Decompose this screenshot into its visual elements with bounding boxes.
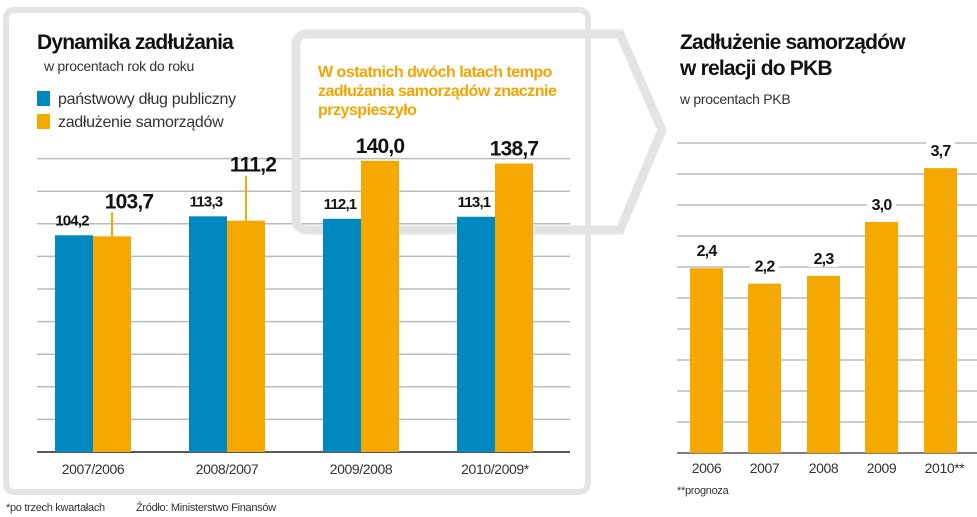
x-tick-label: 2008: [809, 460, 839, 476]
data-label: 2,2: [755, 259, 776, 276]
bar-pkb: [807, 275, 840, 453]
callout-line-2: zadłużania samorządów znacznie: [318, 83, 557, 100]
bar-samorzady: [361, 160, 399, 453]
right-chart-title-line-2: w relacji do PKB: [679, 57, 832, 80]
x-tick-label: 2010**: [925, 460, 966, 476]
label-background: [692, 237, 721, 260]
data-label: 103,7: [105, 190, 154, 213]
legend-label-orange: zadłużenie samorządów: [58, 114, 224, 131]
data-label: 138,7: [490, 138, 539, 161]
data-label: 104,2: [55, 212, 89, 229]
bar-pkb: [690, 268, 723, 453]
right-chart-subtitle: w procentach PKB: [679, 91, 790, 107]
data-label: 113,1: [458, 194, 491, 211]
callout-box: [291, 29, 667, 235]
data-label: 2,4: [697, 243, 718, 260]
callout-line-3: przyspieszyło: [318, 102, 417, 119]
bar-panstwowy: [457, 216, 495, 452]
data-label: 140,0: [356, 135, 405, 158]
data-label: 3,7: [931, 143, 952, 160]
x-tick-label: 2008/2007: [196, 461, 259, 477]
left-chart-subtitle: w procentach rok do roku: [43, 58, 194, 74]
bar-samorzady: [495, 163, 533, 452]
right-chart-title-line-1: Zadłużenie samorządów: [680, 31, 906, 54]
data-label: 111,2: [230, 154, 276, 177]
bar-pkb: [924, 168, 957, 453]
left-panel-frame: [3, 7, 591, 495]
bar-samorzady: [93, 236, 131, 452]
bar-panstwowy: [55, 235, 93, 452]
data-label: 3,0: [872, 197, 893, 214]
x-tick-label: 2007/2006: [62, 461, 125, 477]
right-footnote: **prognoza: [677, 485, 730, 497]
callout-line-1: W ostatnich dwóch latach tempo: [318, 64, 553, 81]
x-tick-label: 2007: [750, 460, 780, 476]
x-tick-label: 2006: [692, 460, 722, 476]
x-tick-label: 2009: [867, 460, 897, 476]
bar-samorzady: [227, 220, 265, 452]
label-background: [926, 137, 955, 160]
left-footnote: *po trzech kwartałach: [6, 502, 105, 514]
label-background: [867, 191, 896, 213]
data-label: 112,1: [324, 196, 357, 213]
source: Źródło: Ministerstwo Finansów: [136, 501, 276, 514]
left-chart-title: Dynamika zadłużania: [37, 31, 234, 54]
legend-label-blue: państwowy dług publiczny: [58, 91, 236, 108]
x-tick-label: 2009/2008: [330, 461, 393, 477]
legend-swatch-orange: [37, 114, 50, 129]
legend-swatch-blue: [37, 91, 50, 106]
data-label: 113,3: [190, 193, 223, 210]
bar-pkb: [865, 222, 898, 453]
label-background: [809, 244, 838, 267]
x-tick-label: 2010/2009*: [461, 461, 530, 477]
bar-panstwowy: [189, 216, 227, 452]
data-label: 2,3: [814, 251, 835, 268]
bar-panstwowy: [323, 218, 361, 452]
bar-pkb: [748, 283, 781, 453]
label-background: [750, 252, 779, 275]
